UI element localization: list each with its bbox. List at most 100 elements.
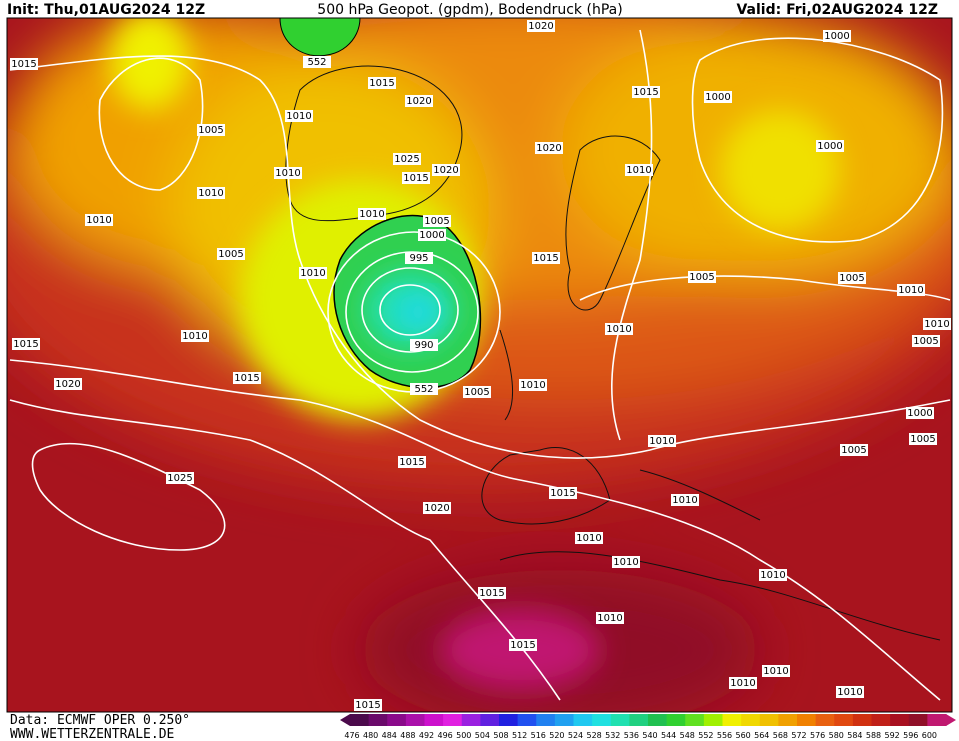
isobar-label: 1020: [536, 143, 561, 154]
colorbar-label: 500: [456, 731, 471, 740]
isobar-label-box: [509, 639, 537, 651]
colorbar-swatch: [834, 714, 854, 726]
isobar-label: 1020: [424, 503, 449, 514]
isobar-label-box: [10, 58, 38, 70]
colorbar-label: 540: [642, 731, 657, 740]
isobar-label: 1000: [824, 31, 849, 42]
isobar-label-box: [823, 30, 851, 42]
colorbar-label: 592: [884, 731, 899, 740]
isobar-label-box: [838, 272, 866, 284]
isobar-label: 1010: [898, 285, 923, 296]
colorbar-label: 488: [400, 731, 415, 740]
colorbar-swatch: [499, 714, 519, 726]
colorbar-label: 520: [549, 731, 564, 740]
isobar-label-box: [535, 142, 563, 154]
isobar-label-box: [549, 487, 577, 499]
website: WWW.WETTERZENTRALE.DE: [10, 727, 174, 741]
isobar-label: 552: [307, 57, 326, 68]
colorbar-label: 480: [363, 731, 378, 740]
isobar-label: 1010: [760, 570, 785, 581]
colorbar-swatch: [648, 714, 668, 726]
colorbar-swatch: [927, 714, 947, 726]
colorbar-label: 476: [344, 731, 359, 740]
colorbar-label: 556: [717, 731, 732, 740]
isobar-label-box: [354, 699, 382, 711]
isobar-label-box: [418, 229, 446, 241]
isobar-label: 1010: [606, 324, 631, 335]
isobar-label-box: [762, 665, 790, 677]
isobar-labels: 1015 1005 1010 1010 1005 1010 1010 1015 1020 1015…: [10, 20, 951, 711]
colorbar-label: 576: [810, 731, 825, 740]
isobar-label: 1020: [406, 96, 431, 107]
isobar-label-box: [596, 612, 624, 624]
isobar-label-box: [648, 435, 676, 447]
colorbar-swatch: [536, 714, 556, 726]
isobar-label: 1005: [464, 387, 489, 398]
colorbar-label: 524: [568, 731, 583, 740]
isobar-label-box: [285, 110, 313, 122]
isobar-label: 1010: [198, 188, 223, 199]
isobar-label-box: [398, 456, 426, 468]
isobar-label-box: [368, 77, 396, 89]
colorbar-swatch: [890, 714, 910, 726]
isobar-label-box: [836, 686, 864, 698]
colorbar-swatch: [871, 714, 891, 726]
isobar-label: 1010: [837, 687, 862, 698]
isobar-label: 1010: [730, 678, 755, 689]
isobar-label: 990: [414, 340, 433, 351]
colorbar-label: 516: [531, 731, 546, 740]
colorbar-label: 580: [829, 731, 844, 740]
isobar-label: 1005: [913, 336, 938, 347]
colorbar-label: 484: [382, 731, 397, 740]
isobar-label-box: [575, 532, 603, 544]
isobar-label-box: [478, 587, 506, 599]
isobar-label: 995: [409, 253, 428, 264]
colorbar-swatch: [759, 714, 779, 726]
colorbar-end: [340, 714, 350, 726]
isobar-label: 1010: [613, 557, 638, 568]
isobar-label-box: [410, 383, 438, 395]
isobar-label: 1010: [300, 268, 325, 279]
colorbar-label: 552: [698, 731, 713, 740]
isobar-label-box: [410, 339, 438, 351]
isobar-label-box: [405, 95, 433, 107]
isobar-label-box: [423, 215, 451, 227]
isobar-label-box: [197, 187, 225, 199]
isobar-label-box: [217, 248, 245, 260]
isobar-label-box: [688, 271, 716, 283]
colorbar: 476 480 484 488 492 496 500 504 508 512 516 520 524 5…: [340, 714, 956, 740]
isobar-label: 1005: [841, 445, 866, 456]
isobar-label-box: [12, 338, 40, 350]
isobar-label-box: [704, 91, 732, 103]
isobar-label-box: [759, 569, 787, 581]
isobar-label: 1005: [689, 272, 714, 283]
isobar-label: 1015: [633, 87, 658, 98]
isobar-label: 1025: [167, 473, 192, 484]
isobar-label: 1015: [13, 339, 38, 350]
isobar-label: 1010: [275, 168, 300, 179]
isobar-label: 1010: [597, 613, 622, 624]
colorbar-label: 588: [866, 731, 881, 740]
colorbar-swatch: [908, 714, 928, 726]
isobar-label-box: [532, 252, 560, 264]
isobar-label-box: [923, 318, 951, 330]
isobar-label-box: [612, 556, 640, 568]
isobar-label-box: [906, 407, 934, 419]
isobar-label: 1015: [369, 78, 394, 89]
isobar-label: 1010: [520, 380, 545, 391]
isobar-label: 1010: [763, 666, 788, 677]
colorbar-label: 564: [754, 731, 769, 740]
colorbar-end: [946, 714, 956, 726]
isobar-label: 1020: [433, 165, 458, 176]
colorbar-swatch: [703, 714, 723, 726]
isobar-label-box: [729, 677, 757, 689]
isobar-label-box: [840, 444, 868, 456]
map-frame: [6, 17, 953, 713]
colorbar-swatch: [666, 714, 686, 726]
colorbar-label: 512: [512, 731, 527, 740]
isobar-label: 1005: [839, 273, 864, 284]
isobar-label-box: [912, 335, 940, 347]
map-title: 500 hPa Geopot. (gpdm), Bodendruck (hPa): [317, 2, 622, 18]
valid-time: Valid: Fri,02AUG2024 12Z: [736, 2, 938, 18]
isobar-label-box: [358, 208, 386, 220]
